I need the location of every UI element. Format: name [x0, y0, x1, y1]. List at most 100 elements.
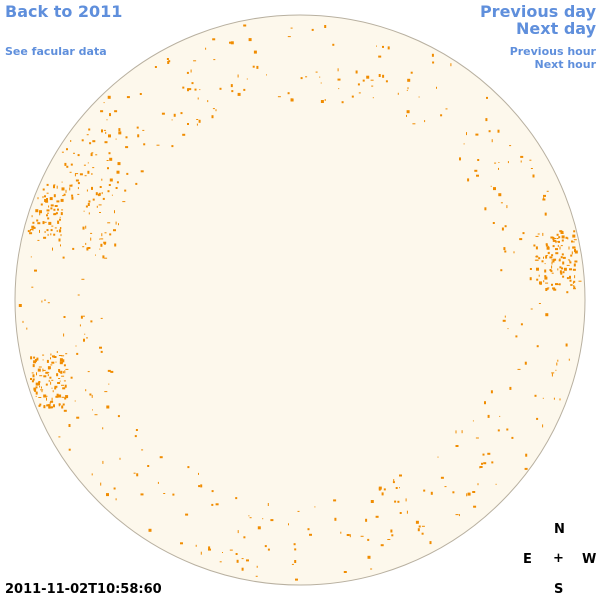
- prev-hour-link[interactable]: Previous hour: [509, 45, 596, 58]
- prev-day-link[interactable]: Previous day: [479, 2, 596, 21]
- facula: [366, 75, 370, 79]
- facula: [156, 144, 160, 146]
- facula: [194, 88, 197, 91]
- facula: [95, 254, 96, 256]
- facula: [390, 529, 393, 533]
- facula: [108, 152, 111, 155]
- facula: [553, 288, 557, 291]
- facula: [479, 466, 483, 468]
- facula: [498, 167, 499, 170]
- facula: [66, 165, 69, 168]
- facula: [47, 212, 49, 214]
- facula: [118, 128, 121, 132]
- facula: [553, 238, 556, 239]
- facula: [36, 219, 39, 222]
- facula: [333, 499, 337, 502]
- facula: [498, 193, 502, 197]
- facula: [530, 308, 533, 310]
- facula: [475, 437, 479, 439]
- facula: [566, 291, 569, 294]
- facula: [231, 90, 234, 93]
- facula: [475, 133, 479, 136]
- facula: [53, 194, 56, 198]
- facula: [89, 393, 92, 396]
- next-hour-link[interactable]: Next hour: [534, 58, 597, 71]
- facula: [37, 222, 41, 225]
- facula: [107, 167, 109, 170]
- facula: [103, 102, 105, 104]
- facula: [39, 385, 41, 388]
- facula: [53, 184, 56, 186]
- facula: [477, 159, 480, 161]
- back-year-link[interactable]: Back to 2011: [5, 2, 123, 21]
- facula: [63, 193, 66, 196]
- facula: [256, 65, 259, 69]
- facula: [135, 429, 138, 431]
- facula: [507, 161, 509, 164]
- facula: [69, 171, 72, 173]
- next-day-link[interactable]: Next day: [516, 19, 596, 38]
- facula: [106, 493, 109, 497]
- facula: [432, 61, 435, 64]
- facula: [314, 506, 316, 508]
- facula: [205, 47, 207, 50]
- facula: [382, 45, 384, 48]
- facula: [91, 152, 94, 154]
- facula: [543, 197, 545, 200]
- facula: [54, 387, 57, 390]
- facula: [46, 183, 49, 186]
- facula: [334, 517, 337, 521]
- facula: [101, 178, 103, 181]
- facula: [53, 404, 55, 408]
- facula: [421, 525, 425, 527]
- facula: [46, 397, 47, 401]
- facula: [35, 382, 39, 386]
- facula: [75, 345, 77, 347]
- facula: [367, 538, 370, 541]
- facula: [61, 384, 64, 386]
- facula: [58, 378, 61, 379]
- facula: [491, 461, 494, 464]
- facula: [56, 185, 58, 189]
- facula: [49, 406, 52, 409]
- facula: [407, 87, 409, 90]
- facula: [424, 120, 426, 123]
- facula: [555, 369, 557, 371]
- compass-center: +: [553, 551, 564, 566]
- facula: [31, 225, 35, 229]
- facula: [372, 97, 374, 99]
- facula: [104, 141, 108, 144]
- facula: [74, 173, 76, 177]
- facula: [511, 436, 514, 439]
- facula: [103, 129, 106, 131]
- facula: [358, 92, 361, 94]
- facula: [126, 96, 130, 99]
- facula: [520, 323, 523, 326]
- facula: [64, 397, 67, 400]
- facula: [287, 36, 291, 38]
- facula: [40, 210, 42, 212]
- facula: [65, 395, 67, 397]
- facular-link[interactable]: See facular data: [5, 45, 107, 58]
- facula: [58, 371, 61, 373]
- facula: [26, 327, 28, 330]
- facula: [63, 380, 66, 382]
- facula: [48, 405, 51, 409]
- facula: [572, 234, 576, 238]
- facula: [399, 512, 402, 514]
- facula: [375, 515, 379, 518]
- facula: [115, 221, 117, 225]
- facula: [337, 68, 339, 72]
- facula: [84, 333, 86, 335]
- facula: [573, 286, 576, 289]
- facula: [107, 369, 111, 372]
- facula: [237, 530, 239, 534]
- facula: [482, 453, 485, 456]
- facula: [55, 361, 57, 363]
- facula: [197, 97, 199, 100]
- facula: [376, 45, 377, 47]
- facula: [99, 248, 101, 250]
- facula: [36, 372, 37, 376]
- facula: [558, 236, 561, 239]
- facula: [100, 243, 103, 247]
